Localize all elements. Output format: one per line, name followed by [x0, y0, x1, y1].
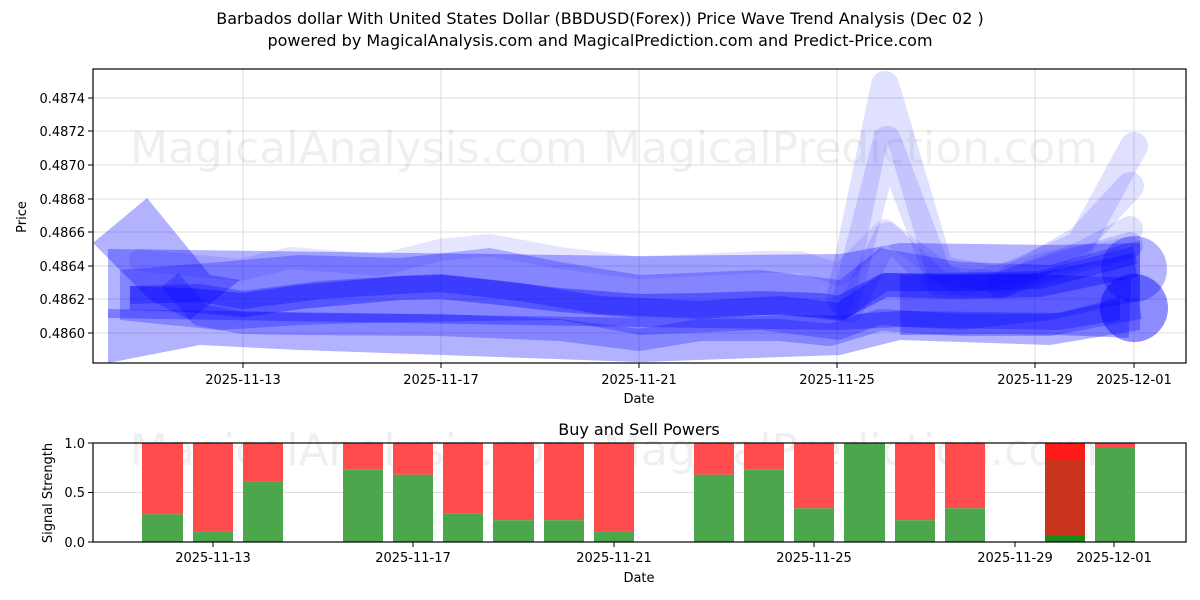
x-tick: 2025-11-29 [997, 373, 1073, 388]
wave-band-mid [120, 240, 1140, 340]
x-axis-label: Date [623, 392, 654, 407]
price-chart: MagicalAnalysis.com MagicalPrediction.co… [15, 68, 1187, 407]
price-waves [93, 71, 1168, 363]
x-tick: 2025-11-21 [576, 551, 652, 566]
price-grid [93, 69, 1186, 363]
wave-lower [161, 272, 1143, 351]
buy-bar [744, 469, 784, 542]
x-tick: 2025-11-25 [776, 551, 852, 566]
sell-bar [1095, 443, 1135, 448]
y-tick: 0.4864 [40, 260, 86, 275]
y-tick: 0.4866 [40, 226, 86, 241]
x-tick: 2025-11-13 [205, 373, 281, 388]
wave-spike-mid [831, 126, 1144, 319]
wave-central-2 [129, 246, 1138, 321]
wave-end-rise [987, 232, 1143, 298]
x-tick: 2025-12-01 [1076, 551, 1152, 566]
sell-bar [243, 443, 283, 482]
wave-start-diamond [93, 198, 240, 320]
price-y-axis: 0.4860 0.4862 0.4864 0.4866 0.4868 0.487… [15, 92, 93, 342]
sell-bar [1045, 460, 1085, 536]
y-tick: 0.4870 [40, 159, 86, 174]
wave-band-outer [108, 243, 1140, 363]
sell-bar [343, 443, 383, 470]
buy-bar [193, 531, 233, 542]
y-tick: 0.4872 [40, 125, 86, 140]
y-tick: 0.4860 [40, 327, 86, 342]
wave-spike-large [826, 71, 1148, 314]
y-tick: 0.4862 [40, 293, 86, 308]
sell-bar [744, 443, 784, 470]
y-tick: 0.0 [64, 536, 85, 551]
buy-sell-chart: Buy and Sell Powers MagicalAnalysis.com … [41, 420, 1187, 586]
wave-end-blob-2 [1100, 274, 1168, 342]
wave-faint-upper [129, 219, 1141, 296]
signal-y-axis: 0.0 0.5 1.0 Signal Strength [41, 437, 93, 551]
signal-bars [142, 443, 1135, 542]
buy-bar [945, 508, 985, 542]
wave-central [129, 253, 1138, 320]
signal-y-axis-label: Signal Strength [41, 443, 56, 543]
sell-bar [544, 443, 584, 521]
buy-bar [544, 520, 584, 542]
buy-bar [594, 531, 634, 542]
wave-lower-arrow [108, 297, 1120, 330]
sell-bar [193, 443, 233, 532]
buy-bar [1045, 536, 1085, 542]
signal-x-axis-label: Date [623, 571, 654, 586]
sell-bar [142, 443, 183, 515]
wave-end-band [899, 274, 1132, 338]
x-tick: 2025-11-13 [175, 551, 251, 566]
watermark-right: MagicalPrediction.com [603, 123, 1098, 174]
buy-bar [1095, 448, 1135, 542]
sell-bar [493, 443, 534, 521]
buy-bar [243, 481, 283, 542]
sell-bar [443, 443, 483, 514]
buy-bar [844, 443, 885, 542]
buy-bar [895, 520, 935, 542]
wave-end-blob-1 [1101, 236, 1167, 302]
chart-title: Barbados dollar With United States Dolla… [216, 9, 984, 28]
sell-bar [895, 443, 935, 521]
sell-bar-highlight [1045, 443, 1085, 460]
x-tick: 2025-11-25 [799, 373, 875, 388]
sell-bar [393, 443, 433, 475]
sell-bar [945, 443, 985, 509]
y-tick: 0.4874 [40, 92, 86, 107]
buy-bar [142, 514, 183, 542]
y-tick: 0.5 [64, 486, 85, 501]
price-x-axis: 2025-11-13 2025-11-17 2025-11-21 2025-11… [205, 363, 1172, 407]
x-tick: 2025-11-21 [601, 373, 677, 388]
buy-bar [694, 474, 734, 542]
buy-bar [794, 508, 834, 542]
sell-bar [694, 443, 734, 475]
x-tick: 2025-11-17 [375, 551, 451, 566]
buy-bar [393, 474, 433, 542]
wave-spike-small [837, 216, 1143, 323]
buy-bar [343, 469, 383, 542]
sell-bar [794, 443, 834, 509]
x-tick: 2025-12-01 [1096, 373, 1172, 388]
buy-bar [443, 513, 483, 542]
y-tick: 0.4868 [40, 193, 86, 208]
x-tick: 2025-11-17 [403, 373, 479, 388]
y-tick: 1.0 [64, 437, 85, 452]
chart-subtitle: powered by MagicalAnalysis.com and Magic… [267, 31, 933, 50]
x-tick: 2025-11-29 [977, 551, 1053, 566]
y-axis-label: Price [15, 201, 30, 233]
buy-bar [493, 520, 534, 542]
signal-x-axis: 2025-11-13 2025-11-17 2025-11-21 2025-11… [175, 542, 1152, 586]
watermark-left: MagicalAnalysis.com [130, 123, 588, 174]
sell-bar [594, 443, 634, 532]
buy-sell-title: Buy and Sell Powers [558, 420, 720, 439]
